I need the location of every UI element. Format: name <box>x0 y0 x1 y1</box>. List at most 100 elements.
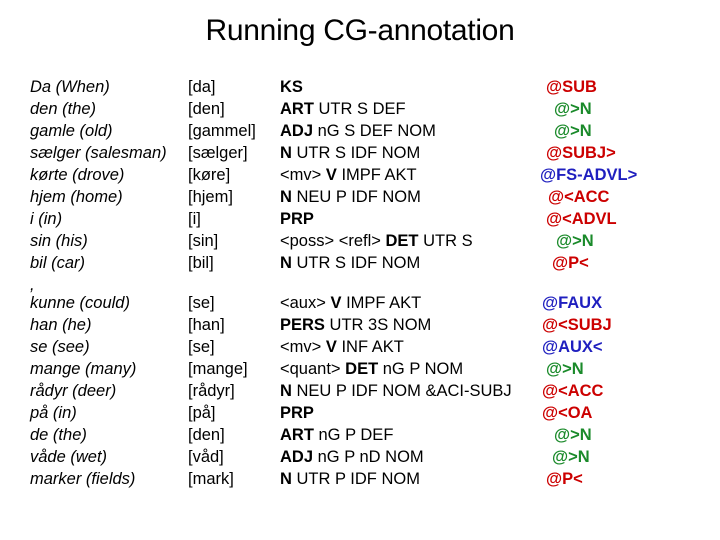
syntactic-function: @>N <box>554 426 592 444</box>
base-form: [gammel] <box>188 122 256 140</box>
pos-tag: V <box>325 338 337 356</box>
word-form: våde (wet) <box>30 448 108 466</box>
word-form: gamle (old) <box>30 122 113 140</box>
word-form: rådyr (deer) <box>30 382 117 400</box>
base-form: [rådyr] <box>188 382 235 400</box>
tag-prefix: <quant> <box>280 360 346 378</box>
word-form: kørte (drove) <box>30 166 125 184</box>
morph-tags: ART nG P DEF <box>280 424 393 446</box>
syntactic-function: @>N <box>552 448 590 466</box>
slide-title: Running CG-annotation <box>205 14 515 47</box>
morph-tags: ADJ nG P nD NOM <box>280 446 424 468</box>
annotation-row: Da (When) [da] KS @SUB <box>0 76 720 98</box>
annotation-row: sin (his) [sin] <poss> <refl> DET UTR S @>N <box>0 230 720 252</box>
syntactic-function: @<ADVL <box>546 210 617 228</box>
morph-tags: <aux> V IMPF AKT <box>280 292 421 314</box>
pos-tag: N <box>280 254 292 272</box>
word-form: mange (many) <box>30 360 137 378</box>
base-form: [sin] <box>188 232 219 250</box>
morph-tags: <mv> V INF AKT <box>280 336 404 358</box>
pos-tag: PRP <box>280 210 314 228</box>
base-form: [den] <box>188 426 225 444</box>
word-form: se (see) <box>30 338 90 356</box>
tag-features: UTR S IDF NOM <box>291 144 421 162</box>
annotation-row: hjem (home) [hjem] N NEU P IDF NOM @<ACC <box>0 186 720 208</box>
base-form: [han] <box>188 316 225 334</box>
base-form: [bil] <box>188 254 214 272</box>
morph-tags: N UTR S IDF NOM <box>280 142 420 164</box>
tag-features: nG P DEF <box>313 426 394 444</box>
annotation-row: våde (wet) [våd] ADJ nG P nD NOM @>N <box>0 446 720 468</box>
base-form: [våd] <box>188 448 224 466</box>
base-form: [køre] <box>188 166 231 184</box>
pos-tag: ART <box>280 426 314 444</box>
base-form: [mark] <box>188 470 234 488</box>
word-form: hjem (home) <box>30 188 123 206</box>
morph-tags: KS <box>280 76 303 98</box>
tag-features: UTR S <box>418 232 473 250</box>
word-form: sin (his) <box>30 232 88 250</box>
annotation-row: den (the) [den] ART UTR S DEF @>N <box>0 98 720 120</box>
pos-tag: N <box>280 144 292 162</box>
syntactic-function: @<ACC <box>542 382 604 400</box>
morph-tags: N NEU P IDF NOM <box>280 186 421 208</box>
base-form: [den] <box>188 100 225 118</box>
morph-tags: <poss> <refl> DET UTR S <box>280 230 473 252</box>
annotation-row: marker (fields) [mark] N UTR P IDF NOM @P< <box>0 468 720 490</box>
pos-tag: DET <box>385 232 419 250</box>
syntactic-function: @<OA <box>542 404 593 422</box>
tag-features: NEU P IDF NOM <box>291 188 421 206</box>
base-form: [mange] <box>188 360 248 378</box>
base-form: [hjem] <box>188 188 233 206</box>
annotation-row: mange (many) [mange] <quant> DET nG P NOM @… <box>0 358 720 380</box>
word-form: på (in) <box>30 404 77 422</box>
syntactic-function: @P< <box>552 254 589 272</box>
syntactic-function: @>N <box>554 122 592 140</box>
morph-tags: <quant> DET nG P NOM <box>280 358 463 380</box>
annotation-row: i (in) [i] PRP @<ADVL <box>0 208 720 230</box>
annotation-row: gamle (old) [gammel] ADJ nG S DEF NOM @>N <box>0 120 720 142</box>
pos-tag: V <box>325 166 337 184</box>
tag-features: UTR 3S NOM <box>324 316 432 334</box>
annotation-row: på (in) [på] PRP @<OA <box>0 402 720 424</box>
word-form: bil (car) <box>30 254 86 272</box>
word-form: den (the) <box>30 100 97 118</box>
annotation-row: sælger (salesman) [sælger] N UTR S IDF NOM… <box>0 142 720 164</box>
tag-features: NEU P IDF NOM &ACI-SUBJ <box>291 382 512 400</box>
morph-tags: PRP <box>280 402 314 424</box>
base-form: [da] <box>188 78 216 96</box>
base-form: [se] <box>188 338 215 356</box>
morph-tags: N UTR P IDF NOM <box>280 468 420 490</box>
tag-prefix: <poss> <refl> <box>280 232 386 250</box>
annotation-row: de (the) [den] ART nG P DEF @>N <box>0 424 720 446</box>
tag-features: nG P nD NOM <box>313 448 424 466</box>
morph-tags: <mv> V IMPF AKT <box>280 164 417 186</box>
pos-tag: N <box>280 188 292 206</box>
annotation-row: rådyr (deer) [rådyr] N NEU P IDF NOM &ACI-… <box>0 380 720 402</box>
pos-tag: KS <box>280 78 303 96</box>
syntactic-function: @FS-ADVL> <box>540 166 638 184</box>
annotation-row: , <box>0 274 720 296</box>
pos-tag: V <box>330 294 342 312</box>
syntactic-function: @>N <box>546 360 584 378</box>
pos-tag: ART <box>280 100 314 118</box>
word-form: Da (When) <box>30 78 110 96</box>
morph-tags: PERS UTR 3S NOM <box>280 314 431 336</box>
word-form: marker (fields) <box>30 470 136 488</box>
annotation-row: se (see) [se] <mv> V INF AKT @AUX< <box>0 336 720 358</box>
tag-features: IMPF AKT <box>341 294 422 312</box>
syntactic-function: @>N <box>554 100 592 118</box>
morph-tags: N NEU P IDF NOM &ACI-SUBJ <box>280 380 512 402</box>
syntactic-function: @FAUX <box>542 294 603 312</box>
syntactic-function: @>N <box>556 232 594 250</box>
morph-tags: PRP <box>280 208 314 230</box>
tag-prefix: <aux> <box>280 294 331 312</box>
morph-tags: ADJ nG S DEF NOM <box>280 120 436 142</box>
tag-features: UTR P IDF NOM <box>291 470 420 488</box>
annotation-row: bil (car) [bil] N UTR S IDF NOM @P< <box>0 252 720 274</box>
annotation-row: kørte (drove) [køre] <mv> V IMPF AKT @FS-AD… <box>0 164 720 186</box>
syntactic-function: @SUBJ> <box>546 144 616 162</box>
pos-tag: PRP <box>280 404 314 422</box>
syntactic-function: @SUB <box>546 78 597 96</box>
tag-features: IMPF AKT <box>336 166 417 184</box>
